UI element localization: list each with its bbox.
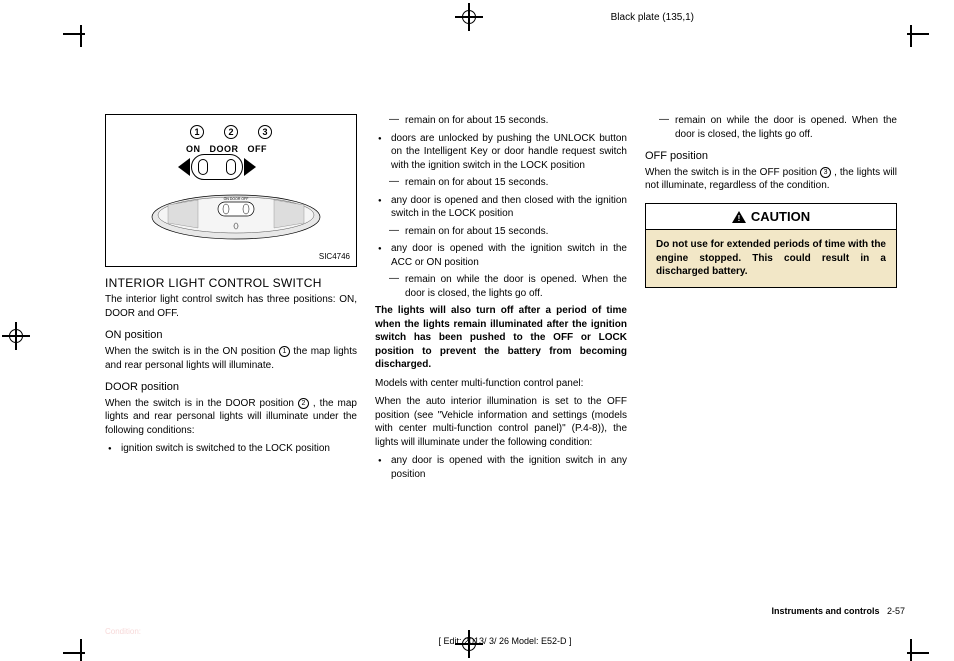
- figure-callout-2: 2: [224, 125, 238, 139]
- plate-label: Black plate (135,1): [611, 12, 694, 23]
- list-item: remain on for about 15 seconds.: [375, 114, 627, 128]
- inline-callout-3: 3: [820, 167, 831, 178]
- inline-callout-2: 2: [298, 398, 309, 409]
- heading-off-position: OFF position: [645, 149, 897, 164]
- list-item: any door is opened with the ignition swi…: [375, 242, 627, 269]
- off-position-text: When the switch is in the OFF position 3…: [645, 166, 897, 193]
- edit-line: [ Edit: 2013/ 3/ 26 Model: E52-D ]: [105, 636, 905, 646]
- caution-header: ! CAUTION: [646, 204, 896, 231]
- bold-notice-text: The lights will also turn off after a pe…: [375, 304, 627, 372]
- crop-mark: [80, 639, 82, 661]
- heading-on-position: ON position: [105, 328, 357, 343]
- switch-arrows-icon: [178, 154, 256, 180]
- list-item: remain on for about 15 seconds.: [375, 176, 627, 190]
- list-item: any door is opened with the ignition swi…: [375, 454, 627, 481]
- registration-mark-icon: [455, 3, 483, 31]
- figure-diagram: 1 2 3 ON DOOR OFF: [105, 114, 357, 267]
- figure-callout-1: 1: [190, 125, 204, 139]
- list-item: remain on while the door is opened. When…: [375, 273, 627, 300]
- registration-mark-icon: [2, 322, 30, 350]
- caution-body-text: Do not use for extended periods of time …: [646, 230, 896, 287]
- auto-illumination-text: When the auto interior illumination is s…: [375, 395, 627, 449]
- list-item: any door is opened and then closed with …: [375, 194, 627, 221]
- list-item: doors are unlocked by pushing the UNLOCK…: [375, 132, 627, 173]
- footer-section-page: Instruments and controls 2-57: [771, 606, 905, 616]
- list-item: remain on for about 15 seconds.: [375, 225, 627, 239]
- svg-text:ON DOOR OFF: ON DOOR OFF: [224, 197, 249, 201]
- page-content: 1 2 3 ON DOOR OFF: [105, 114, 905, 622]
- crop-mark: [80, 25, 82, 47]
- caution-title: CAUTION: [751, 208, 810, 226]
- heading-door-position: DOOR position: [105, 380, 357, 395]
- console-illustration-icon: ON DOOR OFF: [148, 190, 324, 244]
- figure-caption: SIC4746: [319, 252, 350, 263]
- list-item: ignition switch is switched to the LOCK …: [105, 442, 357, 456]
- condition-label: Condition:: [105, 627, 141, 636]
- column-2: remain on for about 15 seconds. doors ar…: [375, 114, 627, 485]
- inline-callout-1: 1: [279, 346, 290, 357]
- heading-interior-light: INTERIOR LIGHT CONTROL SWITCH: [105, 275, 357, 291]
- list-item: remain on while the door is opened. When…: [645, 114, 897, 141]
- door-position-text: When the switch is in the DOOR position …: [105, 397, 357, 438]
- caution-box: ! CAUTION Do not use for extended period…: [645, 203, 897, 288]
- column-1: 1 2 3 ON DOOR OFF: [105, 114, 357, 485]
- intro-text: The interior light control switch has th…: [105, 293, 357, 320]
- figure-callout-3: 3: [258, 125, 272, 139]
- svg-text:!: !: [738, 214, 741, 223]
- models-text: Models with center multi-function contro…: [375, 377, 627, 391]
- crop-mark: [910, 639, 912, 661]
- warning-triangle-icon: !: [732, 211, 746, 223]
- column-3: remain on while the door is opened. When…: [645, 114, 897, 485]
- on-position-text: When the switch is in the ON position 1 …: [105, 345, 357, 372]
- crop-mark: [910, 25, 912, 47]
